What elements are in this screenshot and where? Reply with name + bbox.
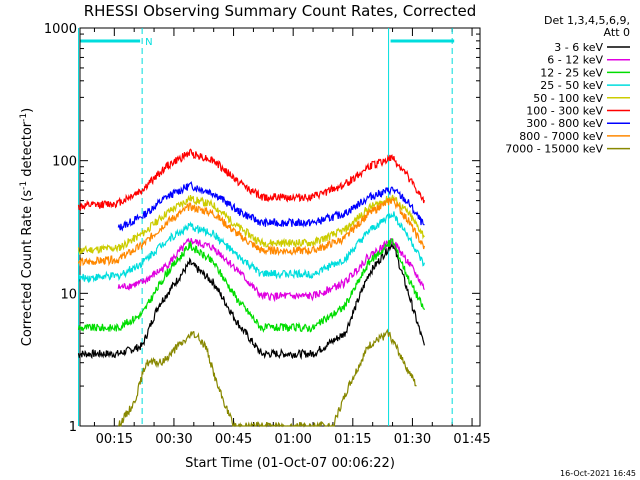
marker-label: N: [145, 37, 152, 48]
y-axis-label: Corrected Count Rate (s-1 detector-1): [19, 108, 35, 346]
x-axis-label: Start Time (01-Oct-07 00:06:22): [185, 456, 395, 471]
legend-label: 6 - 12 keV: [547, 54, 603, 67]
x-tick-label: 00:45: [215, 432, 252, 447]
attenuator-markers: N: [78, 28, 455, 426]
series-line: [77, 194, 425, 255]
legend-header-line2: Att 0: [604, 26, 630, 39]
series-line: [77, 148, 425, 211]
plot-frame: [79, 27, 481, 427]
x-tick-label: 00:30: [155, 432, 192, 447]
legend-label: 800 - 7000 keV: [519, 130, 603, 143]
legend-header-line1: Det 1,3,4,5,6,9,: [544, 14, 630, 27]
legend-label: 12 - 25 keV: [540, 66, 603, 79]
series-line: [77, 242, 425, 361]
series-line: [117, 328, 417, 428]
series-lines: [77, 148, 425, 428]
legend-label: 100 - 300 keV: [526, 105, 603, 118]
chart-title: RHESSI Observing Summary Count Rates, Co…: [84, 2, 477, 20]
legend-label: 50 - 100 keV: [533, 92, 603, 105]
x-axis: 00:15 00:30 00:45 01:00 01:15 01:30 01:45: [93, 28, 491, 447]
series-line: [117, 181, 425, 232]
y-tick-label: 1000: [44, 22, 77, 37]
series-line: [77, 238, 425, 333]
y-tick-label: 1: [69, 420, 77, 435]
x-tick-label: 01:30: [394, 432, 431, 447]
legend-label: 7000 - 15000 keV: [505, 143, 603, 156]
y-tick-label: 10: [60, 287, 77, 302]
series-line: [77, 195, 425, 267]
x-tick-label: 01:15: [334, 432, 371, 447]
y-axis: 1 10 100 1000: [44, 22, 480, 435]
legend-label: 25 - 50 keV: [540, 79, 603, 92]
legend-label: 3 - 6 keV: [554, 41, 603, 54]
generation-timestamp: 16-Oct-2021 16:45: [560, 469, 636, 478]
legend-label: 300 - 800 keV: [526, 117, 603, 130]
y-tick-label: 100: [52, 155, 77, 170]
x-tick-label: 01:45: [453, 432, 490, 447]
series-line: [77, 211, 425, 284]
x-tick-label: 01:00: [274, 432, 311, 447]
x-tick-label: 00:15: [96, 432, 133, 447]
